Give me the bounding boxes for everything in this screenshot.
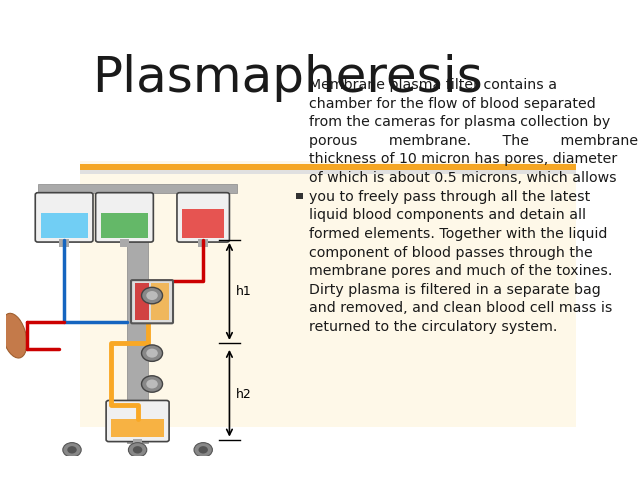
Bar bbox=[80, 58, 576, 161]
Circle shape bbox=[63, 443, 81, 457]
Bar bbox=[80, 161, 576, 427]
Text: Plasmapheresis: Plasmapheresis bbox=[92, 54, 483, 102]
Circle shape bbox=[147, 380, 158, 388]
Bar bbox=[198, 239, 208, 247]
Bar bbox=[38, 184, 237, 192]
FancyBboxPatch shape bbox=[35, 192, 93, 242]
Bar bbox=[296, 193, 303, 199]
Circle shape bbox=[194, 443, 212, 457]
Circle shape bbox=[67, 446, 77, 454]
Bar bbox=[60, 239, 69, 247]
Text: h2: h2 bbox=[236, 388, 252, 401]
Bar bbox=[101, 213, 148, 238]
Bar bbox=[127, 185, 148, 443]
Circle shape bbox=[141, 288, 163, 304]
Circle shape bbox=[147, 291, 158, 300]
Bar bbox=[80, 164, 576, 170]
Bar bbox=[80, 170, 576, 174]
FancyBboxPatch shape bbox=[131, 280, 173, 324]
Bar bbox=[135, 283, 149, 320]
Text: h1: h1 bbox=[236, 285, 252, 298]
FancyBboxPatch shape bbox=[177, 192, 230, 242]
Bar bbox=[111, 419, 164, 437]
Bar bbox=[182, 208, 224, 238]
Bar bbox=[151, 283, 169, 320]
Ellipse shape bbox=[2, 313, 27, 358]
Bar bbox=[133, 439, 142, 447]
Text: Membrane plasma filter contains a
chamber for the flow of blood separated
from t: Membrane plasma filter contains a chambe… bbox=[308, 78, 638, 334]
Circle shape bbox=[147, 348, 158, 358]
Circle shape bbox=[129, 443, 147, 457]
Circle shape bbox=[141, 345, 163, 361]
Circle shape bbox=[133, 446, 142, 454]
FancyBboxPatch shape bbox=[95, 192, 154, 242]
Bar bbox=[120, 239, 129, 247]
Bar bbox=[40, 213, 88, 238]
Circle shape bbox=[141, 376, 163, 392]
Circle shape bbox=[198, 446, 208, 454]
FancyBboxPatch shape bbox=[106, 400, 169, 442]
